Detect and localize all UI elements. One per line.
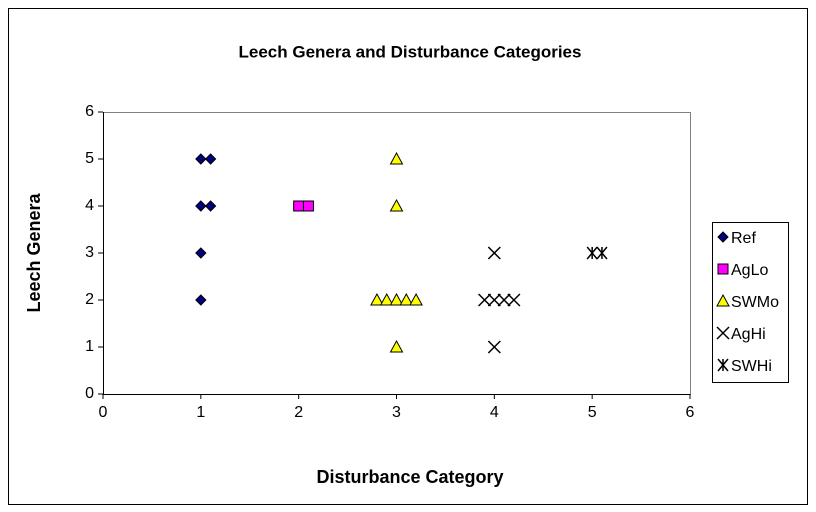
point xyxy=(204,200,217,212)
point xyxy=(389,292,404,306)
y-tick-label: 5 xyxy=(85,150,94,167)
legend-label: AgHi xyxy=(731,326,766,343)
chart-title: Leech Genera and Disturbance Categories xyxy=(239,42,582,61)
point xyxy=(195,294,207,306)
legend-label: SWMo xyxy=(731,294,779,311)
y-tick-label: 1 xyxy=(85,338,94,355)
y-tick-label: 6 xyxy=(85,103,94,120)
point xyxy=(596,246,608,260)
legend-marker xyxy=(716,326,730,340)
point xyxy=(586,246,598,260)
point xyxy=(409,292,423,306)
point xyxy=(293,200,305,212)
point xyxy=(195,200,207,212)
x-tick-label: 5 xyxy=(588,404,597,421)
point xyxy=(389,151,404,165)
point xyxy=(478,293,492,307)
legend-marker xyxy=(717,231,729,243)
y-tick-label: 3 xyxy=(85,244,94,261)
point xyxy=(389,198,404,212)
x-tick-label: 3 xyxy=(392,404,401,421)
point xyxy=(195,247,207,259)
y-tick-label: 4 xyxy=(85,197,94,214)
legend-marker xyxy=(717,263,729,275)
point xyxy=(487,340,501,354)
x-tick-label: 0 xyxy=(99,404,108,421)
point xyxy=(370,292,384,306)
x-tick-label: 6 xyxy=(686,404,695,421)
y-axis-title: Leech Genera xyxy=(24,192,44,312)
x-axis-title: Disturbance Category xyxy=(316,467,503,487)
point xyxy=(389,339,404,353)
point xyxy=(302,200,314,212)
point xyxy=(379,292,394,306)
point xyxy=(507,293,521,307)
legend-label: SWHi xyxy=(731,358,772,375)
legend-marker xyxy=(716,293,730,307)
y-tick-label: 0 xyxy=(85,385,94,402)
point xyxy=(204,153,217,165)
x-tick-label: 2 xyxy=(294,404,303,421)
legend-label: AgLo xyxy=(731,262,768,279)
point xyxy=(487,293,501,307)
x-tick-label: 1 xyxy=(196,404,205,421)
legend-label: Ref xyxy=(731,230,756,247)
legend-marker xyxy=(717,358,729,372)
point xyxy=(399,292,414,306)
point xyxy=(487,246,501,260)
x-tick-label: 4 xyxy=(490,404,499,421)
y-tick-label: 2 xyxy=(85,291,94,308)
point xyxy=(497,293,511,307)
point xyxy=(195,153,207,165)
